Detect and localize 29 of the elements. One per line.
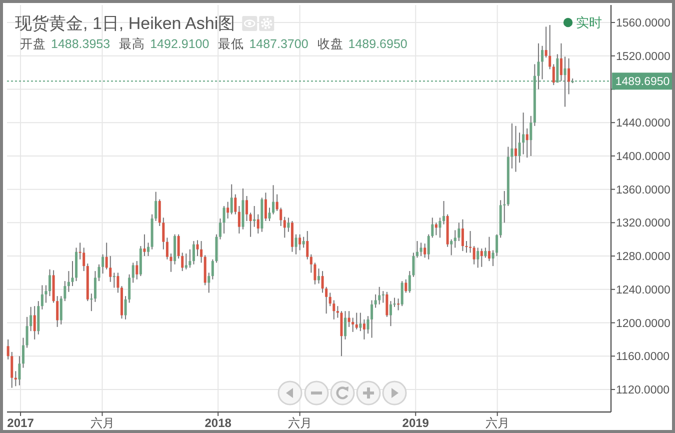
ref-line-label: 1489.6950 bbox=[615, 76, 670, 88]
y-tick-label: 1240.0000 bbox=[616, 284, 670, 296]
y-tick-label: 1440.0000 bbox=[616, 118, 670, 130]
status-text: 实时 bbox=[576, 15, 602, 30]
x-tick-label: 2017 bbox=[7, 416, 34, 430]
header-annotation: 最低 bbox=[218, 37, 244, 51]
x-tick-label: 2019 bbox=[402, 416, 429, 430]
header-annotation: 最高 bbox=[119, 37, 146, 51]
header-annotation: 1488.3953 bbox=[51, 37, 110, 51]
x-tick-label: 六月 bbox=[90, 416, 114, 430]
header-annotation: 1487.3700 bbox=[249, 37, 308, 51]
title: 现货黄金, 1日, Heiken Ashi图 bbox=[15, 14, 236, 33]
header-annotation: 1492.9100 bbox=[150, 37, 210, 51]
ref-line-label: 1489.6950 bbox=[612, 72, 673, 90]
y-tick-label: 1320.0000 bbox=[616, 218, 670, 230]
y-tick-label: 1200.0000 bbox=[616, 318, 670, 330]
x-tick-label: 2018 bbox=[204, 416, 232, 430]
y-tick-label: 1160.0000 bbox=[616, 351, 670, 364]
header-annotation: 开盘 bbox=[20, 37, 46, 51]
x-tick-label: 六月 bbox=[288, 416, 312, 430]
y-tick-label: 1360.0000 bbox=[616, 184, 670, 196]
y-tick-label: 1520.0000 bbox=[616, 50, 670, 63]
header-annotation: 收盘 bbox=[317, 37, 344, 51]
x-tick-label: 六月 bbox=[485, 416, 510, 430]
y-tick-label: 1280.0000 bbox=[616, 251, 670, 264]
y-tick-label: 1560.0000 bbox=[616, 18, 670, 30]
y-tick-label: 1400.0000 bbox=[616, 150, 670, 163]
header-annotation: 1489.6950 bbox=[348, 37, 408, 51]
y-tick-label: 1120.0000 bbox=[616, 384, 670, 396]
